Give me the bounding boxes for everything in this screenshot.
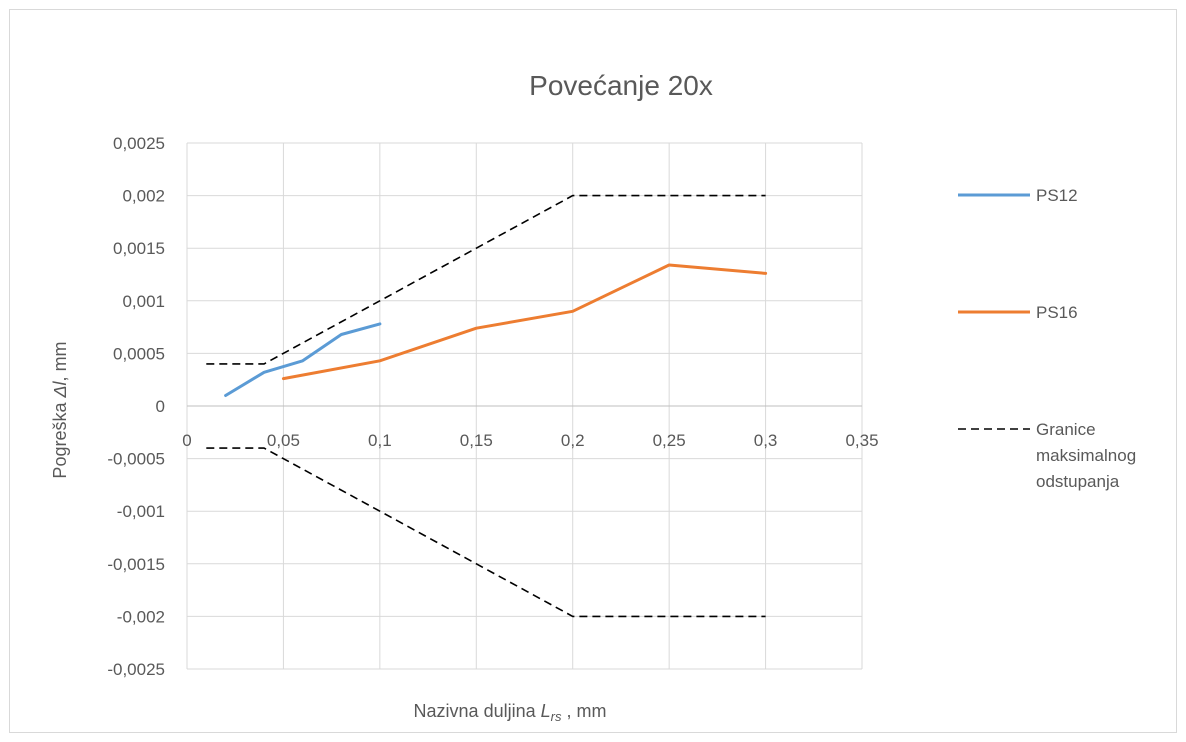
legend-label: PS16	[1036, 303, 1078, 322]
y-axis-label: Pogreška Δl, mm	[50, 341, 70, 478]
x-axis-label: Nazivna duljina Lrs , mm	[414, 701, 607, 724]
x-tick-label: 0,25	[653, 431, 686, 450]
series-line-granice-maksimalnog-odstupanja	[206, 194, 766, 365]
y-tick-label: 0,001	[122, 292, 165, 311]
series-line-ps16	[281, 263, 768, 381]
series-group	[206, 194, 768, 618]
y-tick-labels: 0,0025 0,002 0,0015 0,001 0,0005 0 -0,0005 -0,0…	[107, 134, 165, 679]
y-tick-label: 0	[156, 397, 165, 416]
y-tick-label: 0,002	[122, 187, 165, 206]
legend-label: PS12	[1036, 186, 1078, 205]
x-tick-label: 0,15	[460, 431, 493, 450]
y-tick-label: -0,001	[117, 502, 165, 521]
chart-area	[9, 9, 1177, 733]
legend-label: maksimalnog	[1036, 446, 1136, 465]
x-tick-label: 0,05	[267, 431, 300, 450]
legend: PS12 PS16 Granice maksimalnog odstupanja	[958, 186, 1136, 491]
y-tick-label: 0,0005	[113, 344, 165, 363]
y-tick-label: -0,0025	[107, 660, 165, 679]
x-tick-label: 0	[182, 431, 191, 450]
x-tick-label: 0,35	[845, 431, 878, 450]
series-line-ps12	[224, 322, 382, 397]
x-tick-labels: 0 0,05 0,1 0,15 0,2 0,25 0,3 0,35	[182, 431, 878, 450]
chart-title: Povećanje 20x	[529, 70, 713, 101]
y-tick-label: 0,0025	[113, 134, 165, 153]
x-tick-label: 0,3	[754, 431, 778, 450]
y-tick-label: -0,002	[117, 607, 165, 626]
y-tick-label: 0,0015	[113, 239, 165, 258]
series-line-lower-limit	[206, 447, 766, 618]
x-tick-label: 0,2	[561, 431, 585, 450]
legend-label: Granice	[1036, 420, 1096, 439]
y-tick-label: -0,0005	[107, 450, 165, 469]
x-tick-label: 0,1	[368, 431, 392, 450]
legend-label: odstupanja	[1036, 472, 1120, 491]
y-tick-label: -0,0015	[107, 555, 165, 574]
